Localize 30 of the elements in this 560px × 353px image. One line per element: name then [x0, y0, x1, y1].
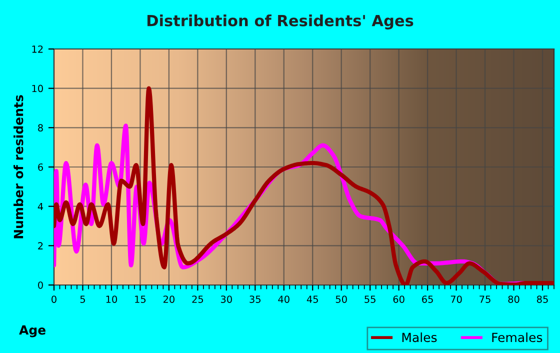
legend-label: Females [492, 332, 542, 342]
legend-label: Males [402, 332, 437, 342]
x-tick-label: 65 [422, 296, 433, 303]
x-tick-label: 80 [508, 296, 520, 303]
y-tick-label: 2 [38, 242, 43, 250]
y-tick-label: 12 [32, 45, 43, 53]
x-tick-label: 25 [192, 296, 204, 303]
x-tick-label: 85 [536, 296, 548, 303]
x-tick-label: 75 [480, 296, 490, 303]
y-axis-title: Number of residents [14, 95, 24, 238]
y-tick-label: 6 [38, 163, 43, 171]
x-tick-label: 5 [80, 296, 85, 303]
x-tick-label: 45 [306, 296, 318, 303]
chart-title: Distribution of Residents' Ages [147, 14, 414, 30]
x-tick-label: 10 [106, 296, 118, 303]
x-tick-label: 50 [336, 296, 347, 303]
x-tick-label: 20 [163, 296, 174, 303]
x-tick-label: 55 [364, 296, 376, 303]
y-tick-label: 0 [38, 281, 43, 289]
y-tick-label: 4 [38, 202, 44, 210]
x-tick-label: 60 [393, 296, 404, 303]
y-tick-label: 10 [32, 84, 43, 92]
x-tick-label: 15 [135, 296, 146, 303]
x-tick-label: 30 [220, 296, 232, 303]
x-axis-title: Age [19, 325, 46, 338]
x-tick-label: 35 [250, 296, 260, 303]
x-tick-label: 40 [278, 296, 290, 303]
y-tick-label: 8 [38, 124, 43, 132]
x-tick-label: 0 [52, 296, 56, 303]
x-tick-label: 70 [450, 296, 462, 303]
